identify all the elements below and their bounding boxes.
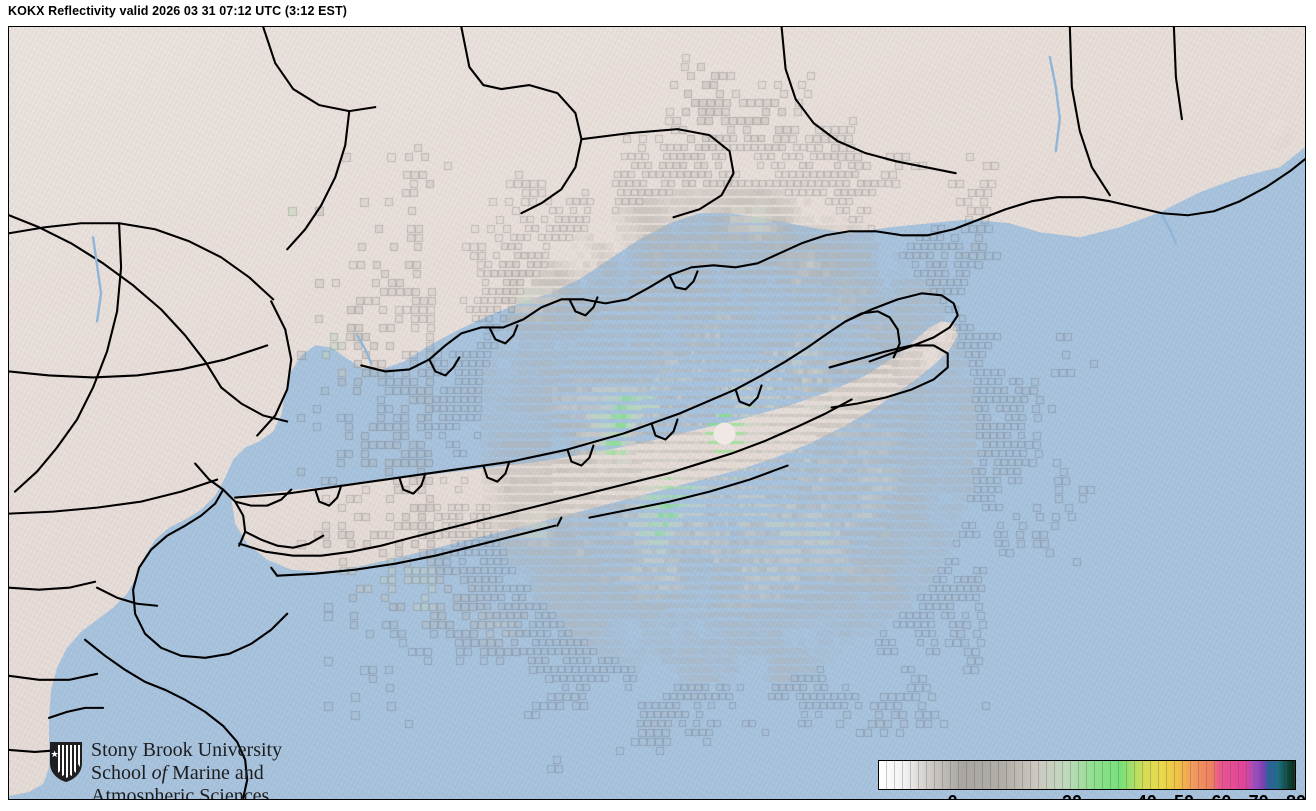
page-title: KOKX Reflectivity valid 2026 03 31 07:12… [8, 4, 347, 18]
li-harbor-6 [734, 384, 763, 407]
barrier-island-2 [588, 464, 789, 519]
li-harbor-3 [482, 460, 511, 483]
river-ct [1048, 55, 1062, 153]
nj-county-2 [9, 580, 97, 591]
colorbar-tick-40: 40 [1137, 792, 1157, 799]
colorbar: 0 20 40 50 60 70 80 [878, 760, 1305, 799]
hudson-upper [194, 462, 211, 481]
hudson-river [208, 478, 247, 547]
county-line-9 [9, 478, 219, 515]
nj-county-3 [9, 748, 63, 753]
hudson-valley-line [9, 214, 223, 389]
colorbar-tick-20: 20 [1062, 792, 1082, 799]
inlet-2 [488, 324, 519, 345]
county-line-1 [460, 27, 583, 215]
river-small-2 [1160, 214, 1178, 245]
brooklyn-shore [244, 530, 325, 549]
nj-county-1 [9, 672, 99, 681]
east-river [234, 488, 293, 507]
coastline-li-north [234, 310, 901, 499]
river-hudson-blue [91, 236, 103, 323]
inlet-1 [428, 356, 461, 377]
south-fork [828, 344, 949, 409]
county-line-8 [9, 344, 269, 379]
north-fork [844, 292, 959, 363]
colorbar-tick-50: 50 [1174, 792, 1194, 799]
boundary-layer [9, 27, 1305, 799]
inlet-3 [568, 296, 599, 317]
radar-site-marker [713, 422, 736, 445]
staten-island-outline [132, 488, 289, 659]
colorbar-tick-0: 0 [948, 792, 958, 799]
state-line-ny-nj [9, 222, 275, 301]
county-line-2 [580, 128, 735, 219]
county-line-10 [256, 300, 293, 437]
county-line-7 [13, 222, 123, 493]
colorbar-gradient [878, 760, 1296, 790]
raritan-bay [96, 586, 159, 607]
li-harbor-4 [566, 444, 595, 467]
county-line-5 [262, 27, 377, 113]
county-line-4 [1172, 27, 1183, 121]
colorbar-gradient-fill [879, 761, 1295, 789]
inlet-li-1 [270, 566, 279, 577]
colorbar-tick-60: 60 [1211, 792, 1231, 799]
colorbar-tick-70: 70 [1249, 792, 1269, 799]
colorbar-tick-labels: 0 20 40 50 60 70 80 [878, 792, 1305, 799]
li-harbor-5 [650, 418, 679, 441]
county-line-3 [780, 27, 957, 175]
nj-shore-1 [84, 638, 167, 691]
inlet-4 [668, 270, 699, 291]
hudson-valley-line-2 [220, 386, 289, 423]
map-frame[interactable]: Stony Brook University School of Marine … [8, 26, 1306, 800]
coastline-ct-shore [360, 158, 1305, 373]
river-small-1 [356, 334, 373, 365]
inlet-li-2 [556, 516, 563, 527]
state-line-ct-ri [1068, 27, 1111, 197]
colorbar-tick-80: 80 [1286, 792, 1305, 799]
li-harbor-2 [398, 472, 427, 495]
nj-shore-2 [164, 688, 249, 799]
coastline-li-south [238, 398, 853, 557]
county-line-6 [286, 110, 351, 251]
li-harbor-1 [314, 484, 343, 507]
nj-inland-1 [47, 706, 105, 719]
barrier-island-1 [276, 524, 557, 577]
